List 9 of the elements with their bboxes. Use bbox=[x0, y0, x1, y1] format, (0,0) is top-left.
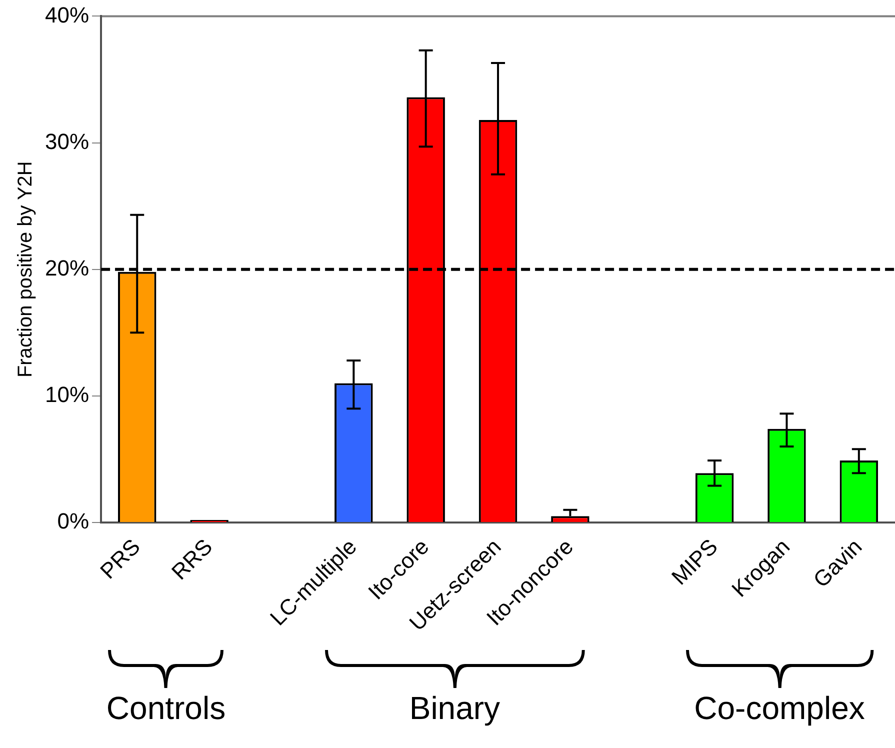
y-tick-label: 40% bbox=[44, 2, 90, 28]
y-tick-label: 0% bbox=[57, 508, 90, 534]
y-tick-label: 20% bbox=[44, 255, 90, 280]
y-tick-label: 10% bbox=[44, 382, 90, 407]
y-axis-title: Fraction positive by Y2H bbox=[14, 161, 37, 378]
text: Co-complex bbox=[693, 690, 866, 727]
text: Binary bbox=[408, 690, 502, 727]
y-tick-label: 30% bbox=[44, 128, 90, 154]
text: Controls bbox=[105, 690, 227, 727]
